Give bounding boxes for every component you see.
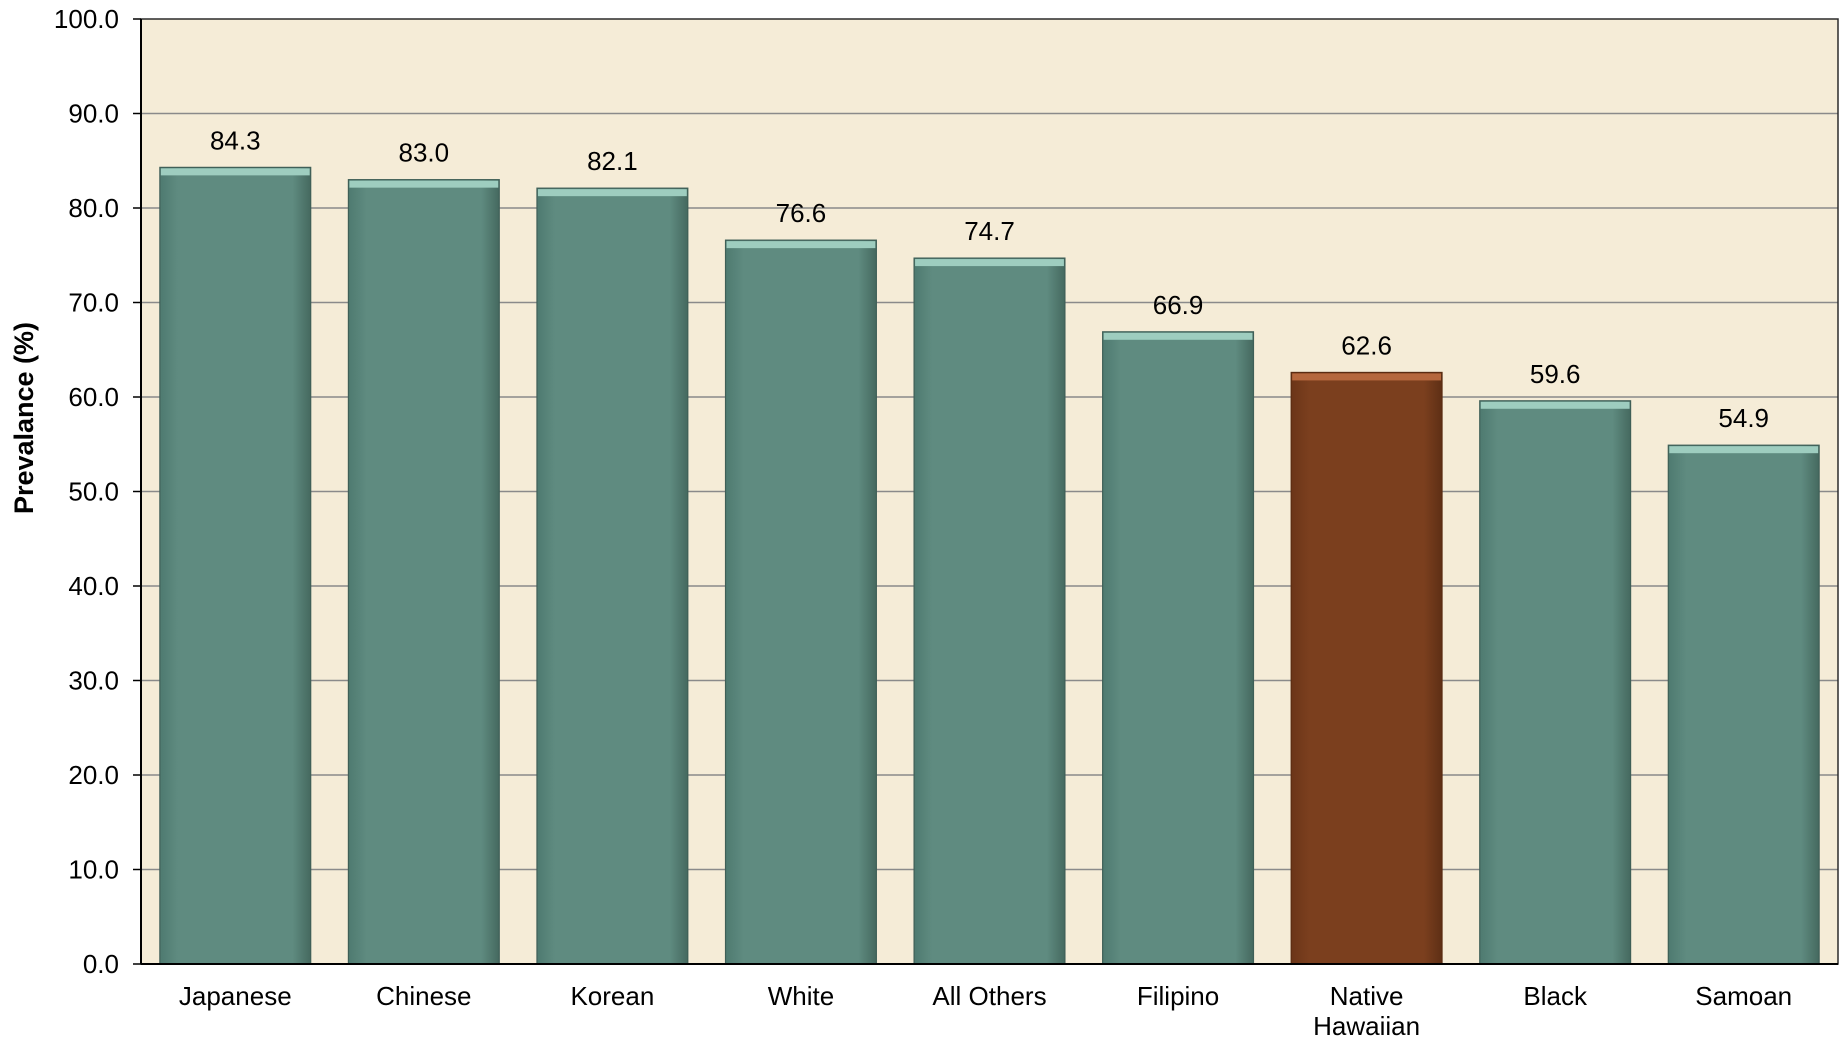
y-axis-title: Prevalance (%) bbox=[9, 322, 39, 514]
bar bbox=[347, 179, 500, 965]
category-label: White bbox=[768, 981, 834, 1011]
bars bbox=[159, 166, 1820, 965]
data-label: 54.9 bbox=[1718, 403, 1769, 433]
y-tick-label: 80.0 bbox=[68, 193, 119, 223]
category-label: Native Hawaiian bbox=[1313, 981, 1420, 1041]
y-tick-label: 60.0 bbox=[68, 382, 119, 412]
y-tick-label: 0.0 bbox=[83, 949, 119, 979]
bar bbox=[913, 257, 1066, 965]
data-label: 82.1 bbox=[587, 146, 638, 176]
bar-top-bevel bbox=[1669, 446, 1819, 454]
bar bbox=[159, 166, 312, 965]
bar-group bbox=[536, 187, 689, 965]
bar-group bbox=[159, 166, 312, 965]
bar-group bbox=[1479, 400, 1632, 965]
bar bbox=[724, 239, 877, 965]
bar-group bbox=[1667, 444, 1820, 965]
category-label: Filipino bbox=[1137, 981, 1219, 1011]
bar bbox=[536, 187, 689, 965]
bar-group bbox=[724, 239, 877, 965]
bar-top-bevel bbox=[349, 180, 499, 188]
category-label: Chinese bbox=[376, 981, 471, 1011]
category-label: Samoan bbox=[1695, 981, 1792, 1011]
y-tick-label: 10.0 bbox=[68, 855, 119, 885]
data-label: 59.6 bbox=[1530, 359, 1581, 389]
bar bbox=[1102, 331, 1255, 965]
bar-top-bevel bbox=[726, 241, 876, 249]
category-label: Black bbox=[1523, 981, 1588, 1011]
data-label: 62.6 bbox=[1341, 330, 1392, 360]
category-label: Korean bbox=[570, 981, 654, 1011]
x-axis-category-labels: Japanese Chinese Korean White All Others Fili… bbox=[179, 981, 1792, 1041]
bar-group bbox=[1102, 331, 1255, 965]
bar-top-bevel bbox=[160, 168, 310, 176]
bar bbox=[1479, 400, 1632, 965]
bar-top-bevel bbox=[537, 189, 687, 197]
category-label: Japanese bbox=[179, 981, 292, 1011]
bar-group bbox=[347, 179, 500, 965]
bar bbox=[1667, 444, 1820, 965]
data-label: 74.7 bbox=[964, 216, 1015, 246]
bar bbox=[1290, 371, 1443, 965]
y-tick-label: 90.0 bbox=[68, 99, 119, 129]
data-label: 66.9 bbox=[1153, 290, 1204, 320]
bar-top-bevel bbox=[1292, 373, 1442, 381]
y-tick-label: 70.0 bbox=[68, 288, 119, 318]
bar-group bbox=[1290, 371, 1443, 965]
y-tick-label: 40.0 bbox=[68, 571, 119, 601]
y-tick-label: 50.0 bbox=[68, 477, 119, 507]
category-label: All Others bbox=[932, 981, 1046, 1011]
bar-group bbox=[913, 257, 1066, 965]
data-label: 84.3 bbox=[210, 125, 261, 155]
bar-top-bevel bbox=[1103, 332, 1253, 340]
y-tick-label: 30.0 bbox=[68, 666, 119, 696]
y-axis-tick-labels: 0.0 10.0 20.0 30.0 40.0 50.0 60.0 70.0 80.0 90.0 1… bbox=[54, 4, 141, 979]
bar-top-bevel bbox=[915, 259, 1064, 267]
y-tick-label: 100.0 bbox=[54, 4, 119, 34]
data-labels: 84.3 83.0 82.1 76.6 74.7 66.9 62.6 59.6 54.9 bbox=[210, 125, 1769, 433]
bar-top-bevel bbox=[1480, 401, 1630, 409]
data-label: 83.0 bbox=[399, 138, 450, 168]
y-tick-label: 20.0 bbox=[68, 760, 119, 790]
data-label: 76.6 bbox=[776, 198, 827, 228]
